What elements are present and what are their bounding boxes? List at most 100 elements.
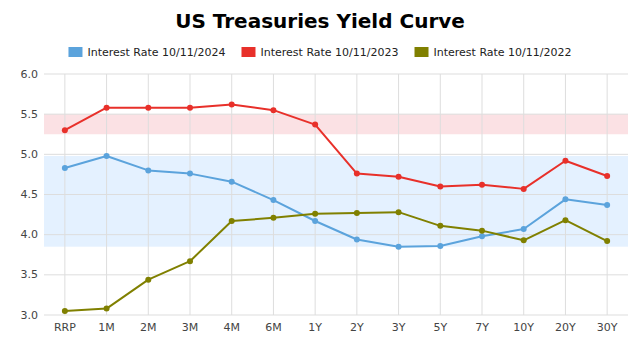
chart: US Treasuries Yield Curve 3.0 3.5 4.0 4.5 5.0…: [0, 0, 640, 345]
legend-label: Interest Rate 10/11/2024: [87, 46, 225, 59]
legend-label: Interest Rate 10/11/2022: [434, 46, 572, 59]
x-tick-label: 20Y: [555, 321, 576, 334]
series-point: [145, 277, 151, 283]
series-point: [521, 237, 527, 243]
grid-line-x: [565, 74, 566, 315]
grid-line-x: [482, 74, 483, 315]
legend-item: Interest Rate 10/11/2024: [68, 46, 225, 59]
grid-line-x: [398, 74, 399, 315]
series-point: [479, 228, 485, 234]
x-tick-label: 3Y: [392, 321, 406, 334]
series-point: [145, 167, 151, 173]
series-point: [270, 197, 276, 203]
grid-line-x: [315, 74, 316, 315]
x-tick-label: 7Y: [475, 321, 489, 334]
series-point: [604, 202, 610, 208]
series-point: [62, 165, 68, 171]
x-tick-label: 1M: [98, 321, 115, 334]
series-point: [604, 238, 610, 244]
series-point: [145, 105, 151, 111]
series-point: [62, 308, 68, 314]
x-tick-label: RRP: [54, 321, 76, 334]
grid-line-y: [44, 274, 628, 275]
series-point: [437, 223, 443, 229]
band: [44, 114, 628, 134]
series-point: [396, 174, 402, 180]
series-point: [354, 171, 360, 177]
legend-item: Interest Rate 10/11/2022: [415, 46, 572, 59]
x-tick-label: 4M: [223, 321, 240, 334]
series: [62, 102, 610, 314]
legend-item: Interest Rate 10/11/2023: [241, 46, 398, 59]
series-point: [396, 209, 402, 215]
x-tick-label: 6M: [265, 321, 282, 334]
series-line: [65, 156, 607, 247]
series-point: [479, 233, 485, 239]
series-point: [562, 196, 568, 202]
grid-line-y: [44, 114, 628, 115]
y-tick-label: 6.0: [21, 68, 39, 81]
axes: 3.0 3.5 4.0 4.5 5.0 5.5 6.0 RRP 1M 2M 3M 4M 6M 1Y 2Y 3Y…: [21, 68, 618, 335]
grid-line-y: [44, 154, 628, 155]
legend-swatch: [68, 47, 82, 57]
series-point: [229, 218, 235, 224]
series-point: [521, 226, 527, 232]
series-point: [104, 105, 110, 111]
series-point: [562, 217, 568, 223]
series-point: [479, 182, 485, 188]
series-point: [354, 210, 360, 216]
grid-line-y: [44, 315, 628, 316]
y-tick-label: 4.0: [21, 228, 39, 241]
grid: [44, 74, 628, 315]
title: US Treasuries Yield Curve: [175, 9, 465, 33]
y-tick-label: 4.5: [21, 188, 39, 201]
series-point: [229, 179, 235, 185]
bands: [44, 114, 628, 247]
series-point: [104, 153, 110, 159]
series-point: [521, 186, 527, 192]
y-tick-label: 3.5: [21, 268, 39, 281]
series-point: [312, 218, 318, 224]
x-tick-label: 5Y: [433, 321, 447, 334]
legend-label: Interest Rate 10/11/2023: [260, 46, 398, 59]
series-point: [187, 105, 193, 111]
series-point: [354, 236, 360, 242]
series-point: [562, 158, 568, 164]
y-tick-label: 5.5: [21, 108, 39, 121]
x-tick-label: 1Y: [308, 321, 322, 334]
grid-line-x: [64, 74, 65, 315]
grid-line-x: [231, 74, 232, 315]
series-point: [270, 107, 276, 113]
grid-line-y: [44, 234, 628, 235]
grid-line-x: [356, 74, 357, 315]
series-point: [312, 122, 318, 128]
x-tick-label: 2Y: [350, 321, 364, 334]
series-point: [229, 102, 235, 108]
legend: Interest Rate 10/11/2024 Interest Rate 10…: [68, 46, 571, 59]
grid-line-y: [44, 74, 628, 75]
grid-line-x: [440, 74, 441, 315]
series-point: [187, 171, 193, 177]
series-line: [65, 105, 607, 189]
series-point: [396, 244, 402, 250]
legend-swatch: [415, 47, 429, 57]
legend-swatch: [241, 47, 255, 57]
series-line: [65, 212, 607, 311]
x-tick-label: 2M: [140, 321, 157, 334]
y-tick-label: 3.0: [21, 309, 39, 322]
y-tick-label: 5.0: [21, 148, 39, 161]
x-tick-label: 30Y: [597, 321, 618, 334]
grid-line-y: [44, 194, 628, 195]
grid-line-x: [607, 74, 608, 315]
x-tick-label: 3M: [182, 321, 199, 334]
x-tick-label: 10Y: [513, 321, 534, 334]
series-point: [104, 306, 110, 312]
grid-line-x: [523, 74, 524, 315]
series-point: [312, 211, 318, 217]
series-point: [187, 258, 193, 264]
series-point: [270, 215, 276, 221]
series-point: [437, 243, 443, 249]
series-point: [604, 173, 610, 179]
series-point: [62, 127, 68, 133]
series-point: [437, 183, 443, 189]
